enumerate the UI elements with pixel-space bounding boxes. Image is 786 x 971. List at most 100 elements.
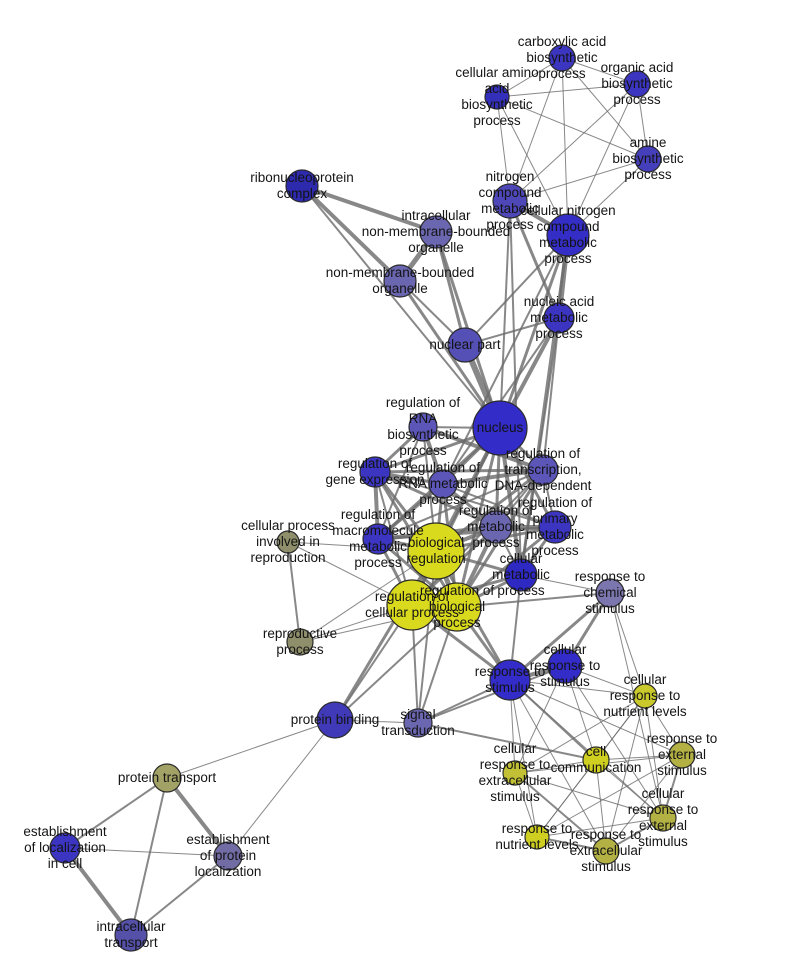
edge-establishment-protein-localization--protein-binding [227, 719, 336, 857]
edge-reg-biological-process--response-chemical [456, 592, 611, 608]
edge-nitrogen-compound--nucleic-acid [508, 200, 561, 319]
edge-response-stimulus--response-extracellular [509, 679, 607, 852]
edge-response-chemical--response-stimulus [509, 591, 611, 682]
node-cellular-nitrogen[interactable] [546, 213, 590, 257]
edge-response-stimulus--cellular-response-nutrient [509, 679, 646, 697]
node-cellular-response-nutrient[interactable] [632, 683, 658, 709]
edge-response-external--response-nutrient [536, 754, 683, 838]
edge-nitrogen-compound--nucleus [499, 200, 511, 429]
node-intracellular-transport[interactable] [114, 918, 148, 952]
edge-protein-binding--protein-transport [166, 719, 336, 779]
node-reg-biological-process[interactable] [432, 582, 482, 632]
node-nmb-organelle[interactable] [383, 264, 417, 298]
edge-cell-communication--cellular-response-extracellular [514, 759, 597, 774]
node-nuclear-part[interactable] [447, 327, 483, 363]
node-nitrogen-compound[interactable] [492, 183, 528, 219]
node-intracellular-nmb-organelle[interactable] [419, 215, 453, 249]
node-response-nutrient[interactable] [524, 824, 550, 850]
edge-reg-gene-expression--reg-primary-metabolic [374, 471, 556, 528]
node-reg-rna-biosynthetic[interactable] [408, 412, 438, 442]
edge-establishment-localization-cell--intracellular-transport [63, 846, 133, 937]
node-nucleic-acid[interactable] [543, 302, 575, 334]
edge-reg-transcription--reg-rna-metabolic [442, 468, 544, 486]
node-reg-gene-expression[interactable] [359, 456, 391, 488]
edge-cellular-nitrogen--nuclear-part [464, 234, 569, 346]
node-signal-transduction[interactable] [403, 708, 433, 738]
node-biological-regulation[interactable] [407, 522, 465, 580]
node-reg-macromolecule[interactable] [362, 523, 394, 555]
node-reproductive-process[interactable] [286, 628, 314, 656]
edge-establishment-localization-cell--establishment-protein-localization [64, 847, 229, 857]
edge-nmb-organelle--nucleus [398, 280, 502, 429]
edge-cell-communication--response-nutrient [536, 759, 597, 838]
node-reg-primary-metabolic[interactable] [538, 510, 572, 544]
edge-cellular-nitrogen--nucleus [498, 234, 570, 429]
node-establishment-localization-cell[interactable] [49, 832, 81, 864]
edge-cellular-response-stimulus--cellular-response-extracellular [514, 665, 566, 774]
edge-reg-biological-process--protein-binding [334, 606, 458, 721]
node-cellular-process-reproduction[interactable] [276, 530, 300, 554]
edge-organic-acid--cellular-amino-acid [496, 83, 638, 98]
node-cellular-metabolic[interactable] [504, 558, 538, 592]
edge-cellular-amino-acid--cellular-nitrogen [496, 96, 569, 236]
edge-biological-regulation--protein-binding [333, 550, 438, 721]
node-amine[interactable] [634, 145, 662, 173]
edge-carboxylic-acid--nitrogen-compound [509, 57, 563, 202]
edge-response-stimulus--response-nutrient [509, 679, 538, 838]
node-response-extracellular[interactable] [592, 837, 620, 865]
edge-reg-transcription--reg-cellular-process [411, 469, 544, 606]
edge-cellular-response-nutrient--cellular-response-extracellular [514, 695, 646, 774]
edge-cellular-response-external--cellular-response-extracellular [514, 772, 664, 819]
node-response-chemical[interactable] [595, 578, 625, 608]
edge-carboxylic-acid--cellular-nitrogen [561, 57, 569, 236]
edge-response-extracellular--cellular-response-extracellular [514, 772, 607, 852]
edge-cell-communication--response-external [595, 754, 683, 761]
edge-cellular-response-stimulus--signal-transduction [417, 665, 566, 724]
node-protein-transport[interactable] [152, 763, 182, 793]
node-reg-cellular-process[interactable] [386, 579, 438, 631]
node-cellular-response-extracellular[interactable] [502, 760, 528, 786]
edge-nucleic-acid--reg-transcription [542, 317, 560, 471]
edge-carboxylic-acid--amine [561, 57, 649, 160]
edge-reg-transcription--reg-macromolecule [377, 469, 544, 540]
edge-cell-communication--response-extracellular [595, 759, 607, 852]
edge-biological-regulation--signal-transduction [417, 550, 437, 724]
node-cellular-response-stimulus[interactable] [547, 648, 583, 684]
edge-establishment-protein-localization--intracellular-transport [130, 855, 229, 936]
edge-ribonucleoprotein--intracellular-nmb-organelle [301, 184, 437, 234]
edge-response-external--response-extracellular [605, 754, 683, 852]
edge-cellular-process-reproduction--reproductive-process [287, 541, 301, 643]
edge-amine--nitrogen-compound [509, 158, 649, 202]
node-response-stimulus[interactable] [489, 659, 531, 701]
node-cellular-response-external[interactable] [649, 804, 677, 832]
node-protein-binding[interactable] [316, 701, 354, 739]
edge-ribonucleoprotein--nmb-organelle [300, 184, 402, 283]
edge-protein-transport--establishment-protein-localization [165, 776, 230, 858]
edge-response-chemical--cellular-response-external [609, 592, 664, 819]
edge-organic-acid--nitrogen-compound [509, 83, 638, 202]
edge-protein-transport--establishment-localization-cell [64, 777, 168, 849]
node-reg-rna-metabolic[interactable] [428, 469, 458, 499]
node-ribonucleoprotein[interactable] [285, 169, 319, 203]
edge-reg-gene-expression--reg-metabolic [374, 470, 497, 529]
node-reg-transcription[interactable] [527, 454, 559, 486]
edge-protein-transport--intracellular-transport [130, 777, 168, 936]
edge-response-stimulus--cellular-response-external [509, 679, 664, 819]
node-carboxylic-acid[interactable] [548, 44, 576, 72]
edge-response-stimulus--response-external [509, 679, 683, 756]
edge-response-chemical--cellular-response-nutrient [609, 592, 646, 697]
node-establishment-protein-localization[interactable] [213, 841, 243, 871]
node-reg-metabolic[interactable] [479, 510, 513, 544]
node-organic-acid[interactable] [623, 70, 651, 98]
edge-reg-rna-metabolic--reg-primary-metabolic [442, 483, 556, 528]
edge-organic-acid--cellular-nitrogen [567, 83, 638, 236]
node-nucleus[interactable] [472, 400, 528, 456]
node-cellular-amino-acid[interactable] [484, 84, 510, 110]
node-response-external[interactable] [668, 741, 696, 769]
node-cell-communication[interactable] [582, 746, 610, 774]
edge-cell-communication--cellular-response-external [595, 759, 664, 819]
edge-cellular-response-external--response-nutrient [536, 817, 664, 838]
edge-signal-transduction--cell-communication [417, 722, 597, 761]
